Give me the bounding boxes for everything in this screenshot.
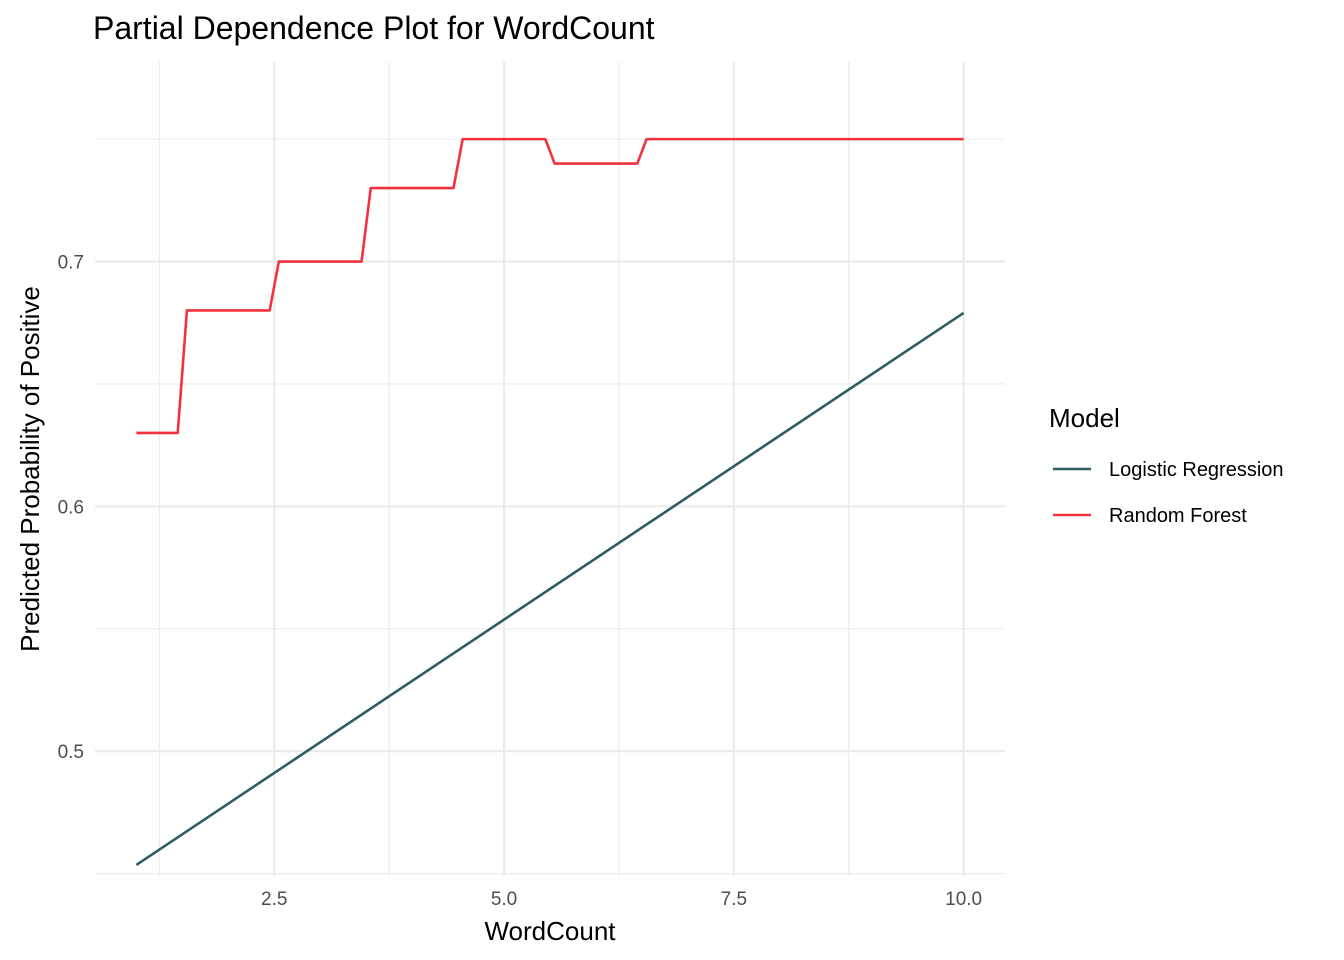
x-axis-title: WordCount xyxy=(484,916,616,946)
series-line-random-forest xyxy=(136,137,964,435)
legend-title: Model xyxy=(1049,403,1120,433)
x-tick-label: 2.5 xyxy=(261,889,287,910)
series-lines xyxy=(135,137,965,867)
grid-lines xyxy=(95,62,1005,876)
legend: Model Logistic Regression Random Forest xyxy=(1049,403,1284,527)
tick-labels: 2.5 5.0 7.5 10.0 0.5 0.6 0.7 xyxy=(58,253,983,910)
x-tick-label: 10.0 xyxy=(945,889,982,910)
y-axis-title: Predicted Probability of Positive xyxy=(15,286,45,652)
x-tick-label: 5.0 xyxy=(491,889,517,910)
legend-label-logistic-regression: Logistic Regression xyxy=(1109,459,1284,481)
legend-label-random-forest: Random Forest xyxy=(1109,505,1247,527)
chart-title: Partial Dependence Plot for WordCount xyxy=(93,10,655,46)
y-tick-label: 0.7 xyxy=(58,253,84,274)
x-tick-label: 7.5 xyxy=(721,889,747,910)
y-tick-label: 0.6 xyxy=(58,497,84,518)
y-tick-label: 0.5 xyxy=(58,742,84,763)
series-line-logistic-regression xyxy=(135,311,965,867)
